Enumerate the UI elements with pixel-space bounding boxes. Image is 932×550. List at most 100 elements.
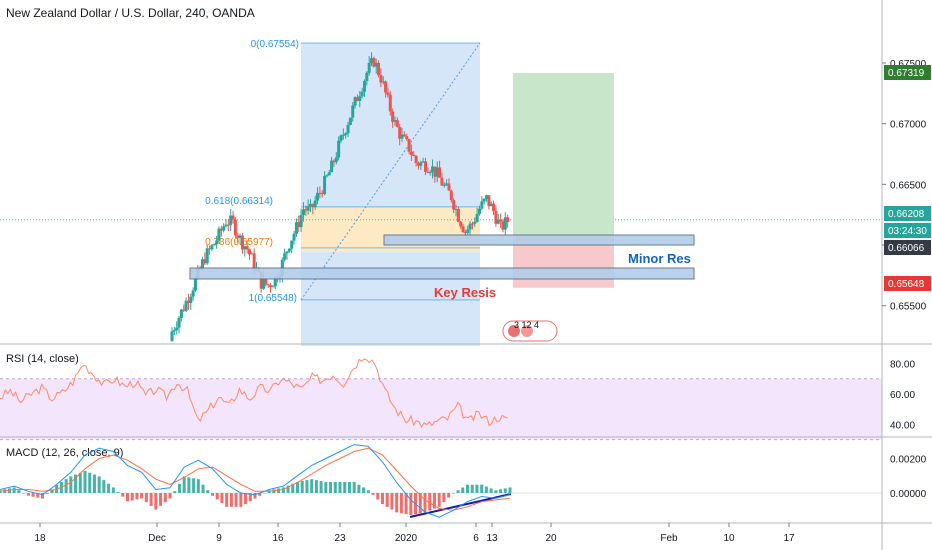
- candle-body: [412, 155, 416, 157]
- candle-body: [316, 192, 320, 201]
- candle-body: [222, 226, 226, 231]
- candle-body: [212, 244, 216, 246]
- candle-body: [409, 151, 413, 156]
- candle-body: [487, 195, 491, 207]
- candle-body: [470, 223, 474, 225]
- macd-histogram-bar: [371, 493, 375, 495]
- candle-body: [456, 208, 460, 222]
- candle-body: [466, 229, 470, 233]
- candle-body: [482, 198, 486, 202]
- candle-body: [297, 222, 301, 228]
- candle-body: [431, 166, 435, 173]
- candle-body: [266, 284, 270, 286]
- target-zone[interactable]: [513, 73, 614, 238]
- macd-histogram-bar: [55, 484, 59, 493]
- candle-body: [264, 278, 268, 285]
- macd-histogram-bar: [229, 493, 233, 507]
- candle-body: [365, 72, 369, 82]
- candle-body: [449, 190, 453, 201]
- candle-body: [184, 300, 188, 311]
- fib-trendline: [300, 42, 481, 301]
- time-tick-label: Dec: [148, 533, 166, 544]
- macd-histogram-bar: [333, 481, 337, 493]
- candle-body: [402, 134, 406, 137]
- candle-body: [231, 215, 235, 220]
- macd-histogram-bar: [404, 493, 408, 515]
- candle-body: [454, 208, 458, 210]
- price-tag-label: 0.67319: [888, 68, 925, 79]
- candle-body: [351, 105, 355, 118]
- macd-histogram-bar: [281, 487, 285, 493]
- price-tag: [884, 223, 931, 238]
- macd-histogram-bar: [78, 472, 82, 493]
- price-tag-label: 03:24:30: [888, 226, 927, 237]
- candle-body: [311, 203, 315, 208]
- candle-body: [320, 192, 324, 195]
- macd-histogram-bar: [503, 488, 507, 493]
- price-tag-label: 0.65648: [888, 279, 925, 290]
- candle-body: [186, 300, 190, 303]
- macd-histogram-bar: [470, 484, 474, 493]
- macd-histogram-bar: [338, 481, 342, 493]
- drawing-overlay[interactable]: Minor Res Key Resis 3 12 4: [189, 73, 695, 518]
- candle-body: [330, 160, 334, 173]
- candle-body: [292, 233, 296, 241]
- macd-histogram-bar: [74, 474, 78, 493]
- macd-histogram-bar: [314, 480, 318, 493]
- macd-histogram-bar: [399, 493, 403, 514]
- time-tick-label: 20: [545, 533, 557, 544]
- rsi-label: RSI (14, close): [6, 353, 79, 365]
- candle-body: [285, 251, 289, 254]
- candle-body: [353, 97, 357, 106]
- key-resistance-box[interactable]: [189, 267, 695, 280]
- macd-histogram-bar: [187, 477, 191, 493]
- candle-body: [243, 246, 247, 250]
- fib-label: 0(0.67554): [251, 39, 299, 50]
- candle-body: [304, 209, 308, 211]
- candle-body: [379, 75, 383, 83]
- flag-us-icon: [508, 325, 520, 337]
- macd-histogram-bar: [159, 493, 163, 506]
- macd-histogram-bar: [484, 486, 488, 493]
- macd-histogram-bar: [126, 493, 129, 502]
- candle-body: [313, 200, 317, 208]
- macd-histogram-bar: [168, 493, 172, 499]
- macd-histogram-bar: [31, 493, 35, 497]
- fib-range-background: [301, 43, 480, 346]
- macd-histogram-bar: [135, 493, 139, 500]
- candle-body: [301, 209, 305, 216]
- candle-body: [477, 208, 481, 215]
- candle-body: [438, 167, 442, 178]
- macd-histogram-bar: [177, 483, 181, 493]
- macd-histogram-bar: [305, 480, 309, 493]
- macd-histogram-bar: [140, 493, 144, 499]
- macd-histogram-bar: [456, 490, 460, 493]
- macd-histogram-bar: [45, 493, 49, 494]
- candle-body: [377, 62, 381, 76]
- macd-histogram-bar: [88, 472, 92, 493]
- economic-events-marker[interactable]: 3 12 4: [502, 320, 558, 342]
- candle-body: [215, 240, 219, 245]
- macd-histogram-bar: [432, 493, 436, 509]
- candle-body: [339, 135, 343, 141]
- macd-histogram-bar: [36, 493, 40, 498]
- candle-body: [393, 120, 397, 122]
- candle-body: [419, 162, 423, 166]
- minor-resistance-box[interactable]: [383, 234, 695, 246]
- macd-histogram-bar: [291, 483, 295, 493]
- candle-body: [299, 215, 303, 228]
- candle-body: [445, 183, 449, 185]
- macd-histogram-bar: [163, 493, 167, 503]
- macd-histogram-bar: [192, 478, 196, 493]
- macd-histogram-bar: [494, 490, 498, 493]
- candle-body: [170, 331, 174, 341]
- macd-histogram-bar: [258, 493, 262, 496]
- candle-body: [346, 124, 350, 134]
- price-tag-label: 0.66066: [888, 243, 925, 254]
- macd-histogram-bar: [508, 487, 512, 493]
- candle-body: [428, 172, 432, 174]
- macd-histogram-bar: [300, 481, 304, 493]
- macd-histogram-bar: [17, 490, 21, 493]
- time-tick-label: 6: [473, 533, 479, 544]
